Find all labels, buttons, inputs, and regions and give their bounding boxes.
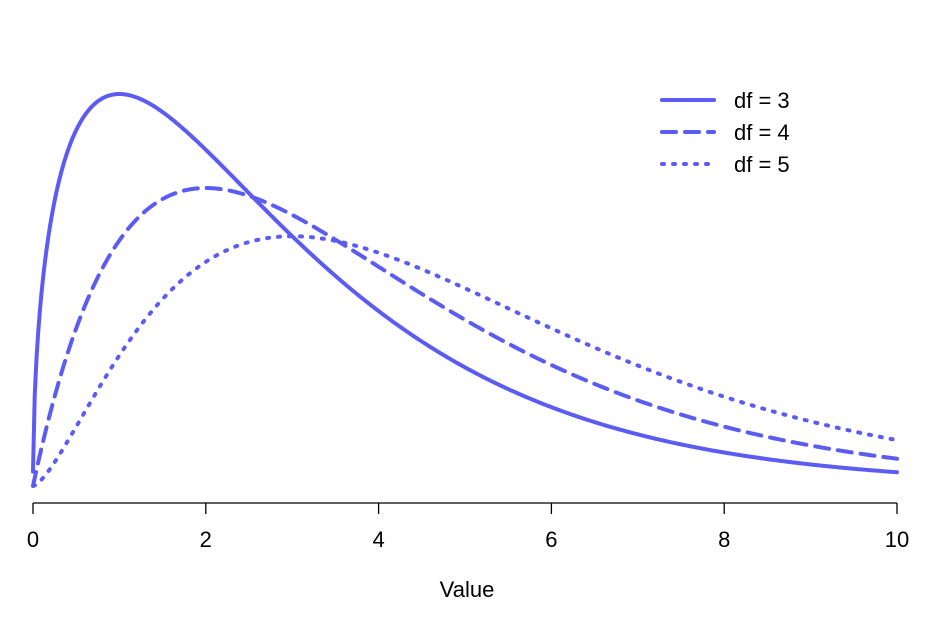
x-tick-label: 4	[372, 527, 384, 552]
x-tick-label: 8	[718, 527, 730, 552]
x-tick-label: 0	[27, 527, 39, 552]
x-axis-label: Value	[440, 577, 495, 602]
legend-label-df-4: df = 4	[734, 120, 790, 145]
series-line-df-3	[31, 92, 899, 475]
legend: df = 3 df = 4 df = 5	[660, 88, 790, 177]
legend-label-df-5: df = 5	[734, 152, 790, 177]
x-tick-label: 2	[200, 527, 212, 552]
legend-label-df-3: df = 3	[734, 88, 790, 113]
x-tick-label: 6	[545, 527, 557, 552]
plot-area	[31, 92, 899, 488]
x-tick-label: 10	[885, 527, 909, 552]
x-ticks: 0 2 4 6 8 10	[27, 503, 909, 552]
series-line-df-4	[31, 186, 899, 488]
x-axis: 0 2 4 6 8 10	[27, 502, 909, 552]
series-line-df-5	[31, 234, 899, 488]
